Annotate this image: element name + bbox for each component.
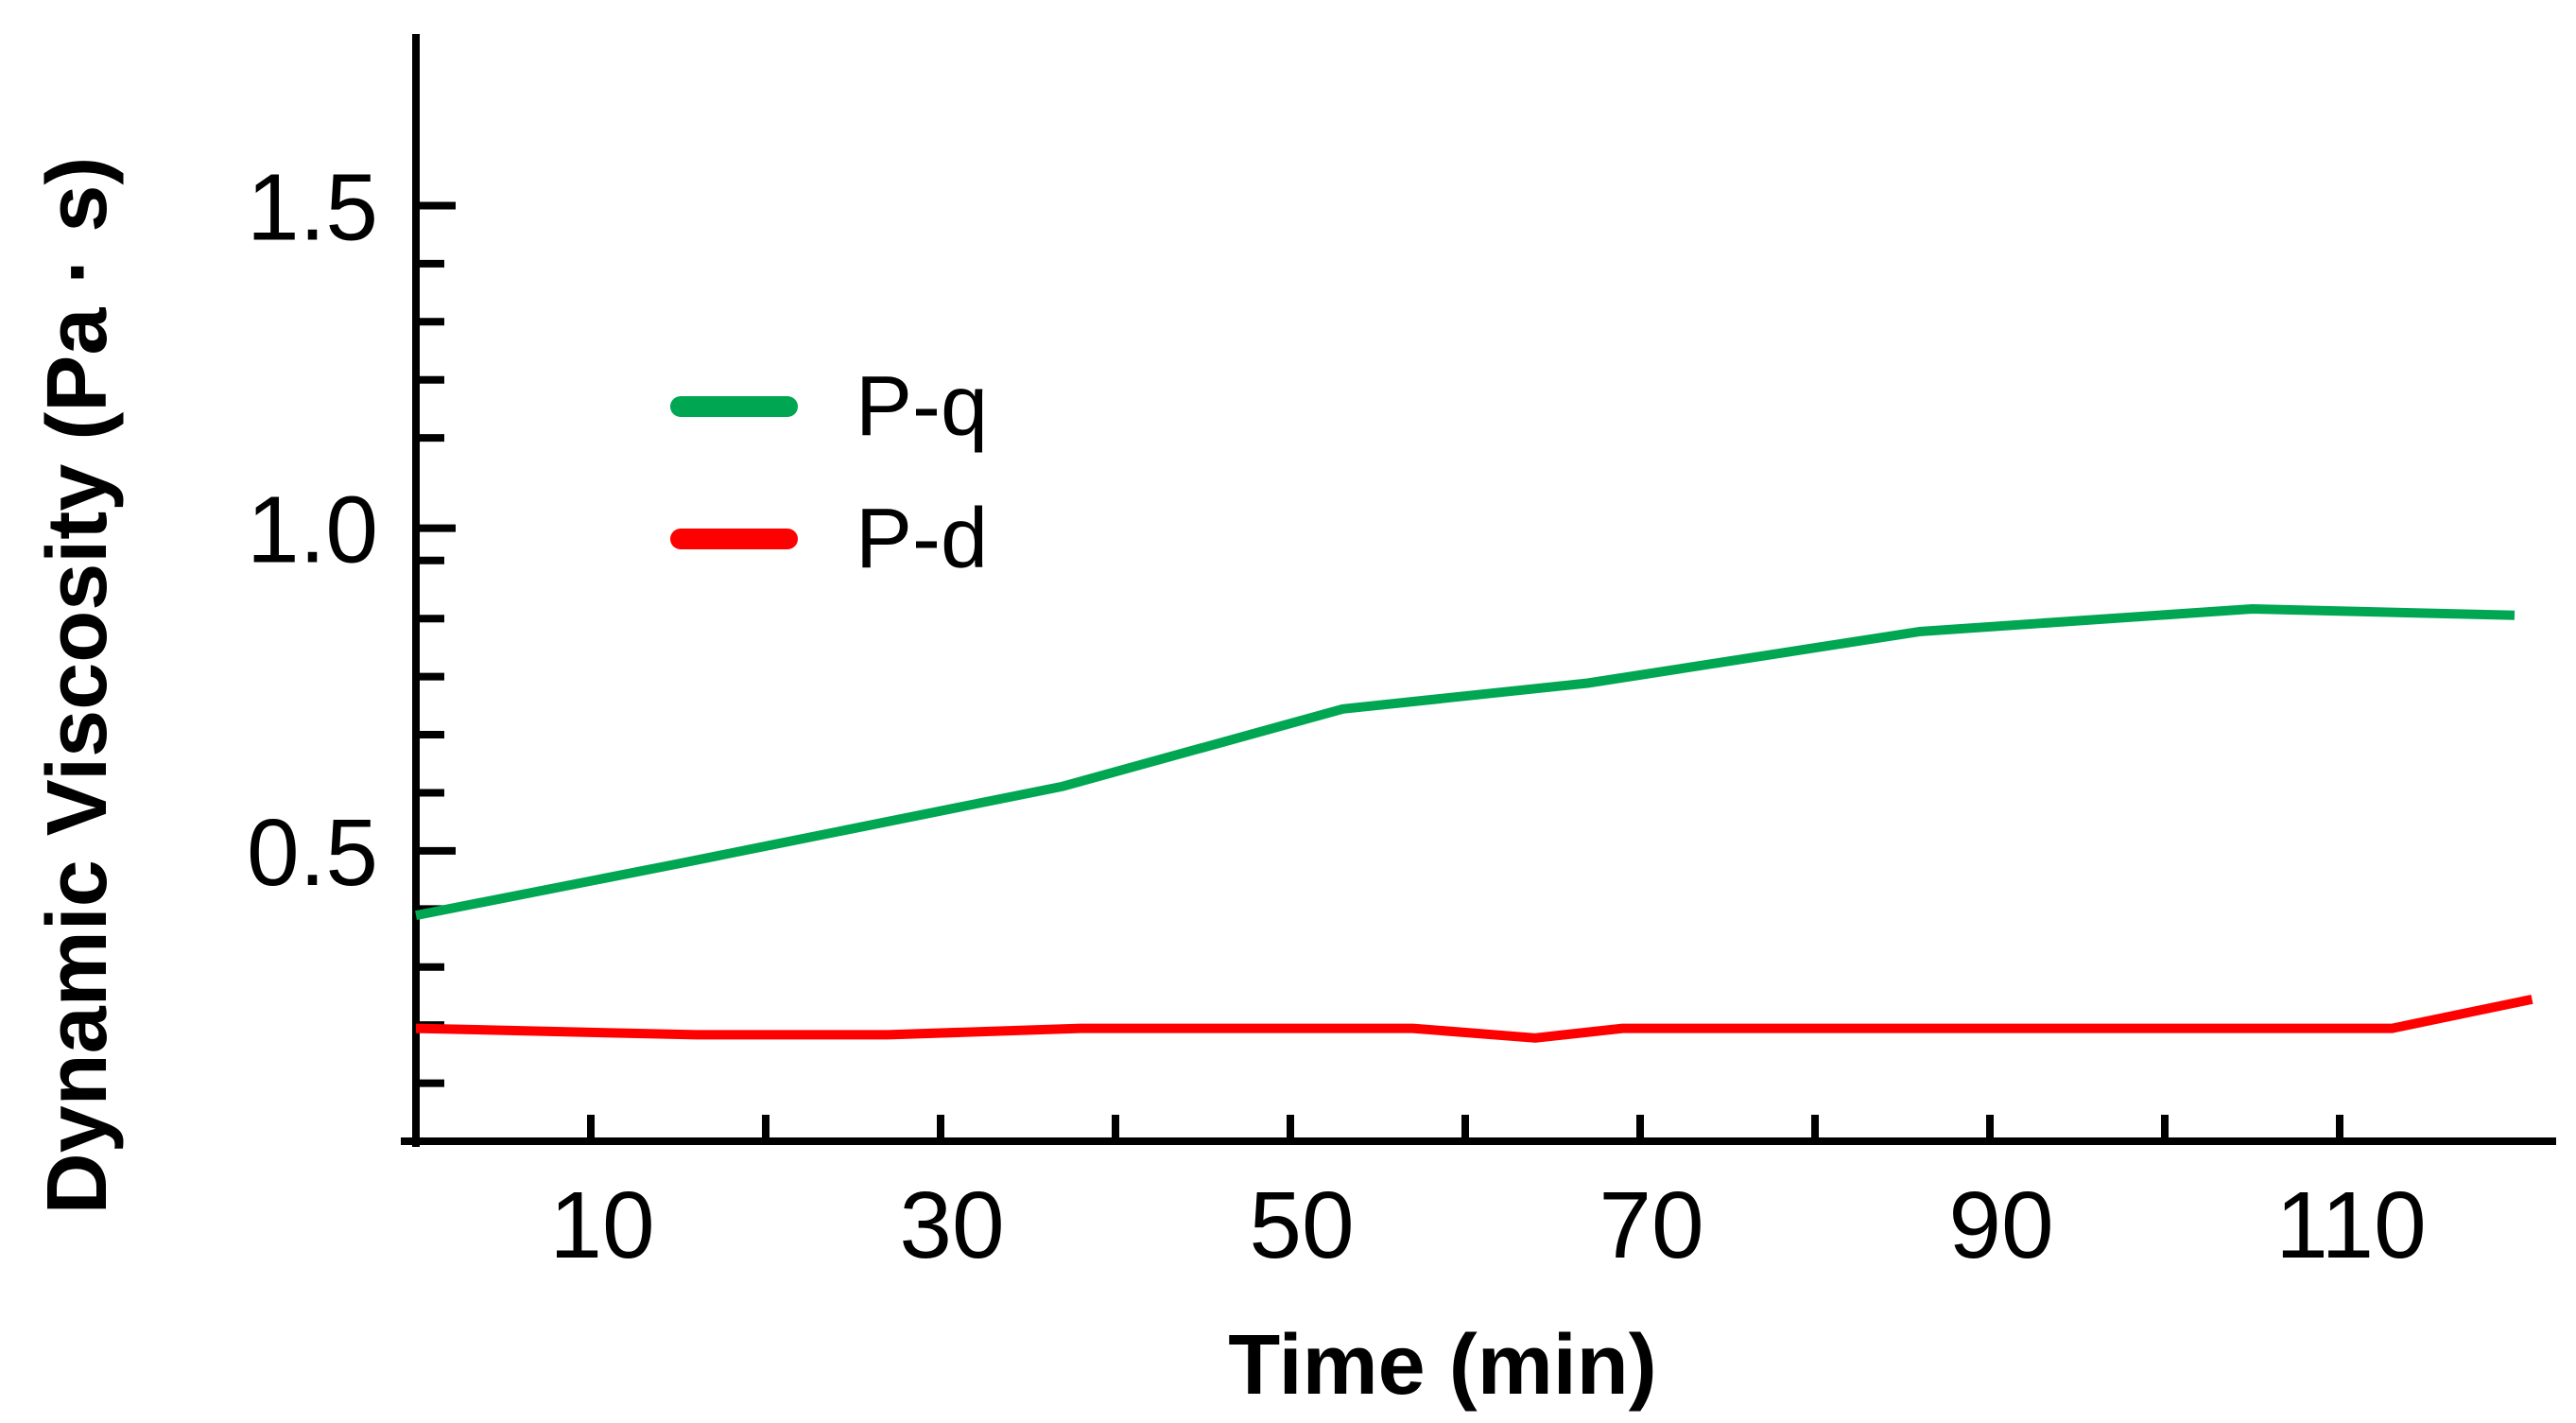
x-tick-label: 50 [1249, 1172, 1354, 1278]
x-tick-label: 30 [899, 1172, 1004, 1278]
series-line-p-d [415, 995, 2533, 1043]
legend: P-q P-d [670, 359, 988, 586]
y-axis-title: Dynamic Viscosity (Pa · s) [30, 157, 125, 1215]
x-tick-label: 10 [549, 1172, 654, 1278]
legend-label-p-d: P-d [856, 492, 988, 586]
x-tick-label: 70 [1599, 1172, 1703, 1278]
axes-group: 10 30 50 70 90 110 0.5 1.0 1.5 [247, 34, 2556, 1278]
y-tick-label: 1.0 [247, 477, 378, 583]
x-axis-title: Time (min) [1228, 1318, 1656, 1413]
series-group [415, 604, 2533, 1043]
series-line-p-q [415, 604, 2515, 921]
legend-label-p-q: P-q [856, 359, 988, 454]
y-tick-label: 0.5 [247, 800, 378, 906]
x-tick-label: 110 [2275, 1172, 2426, 1278]
y-tick-label: 1.5 [247, 154, 378, 260]
x-tick-label: 90 [1948, 1172, 2053, 1278]
